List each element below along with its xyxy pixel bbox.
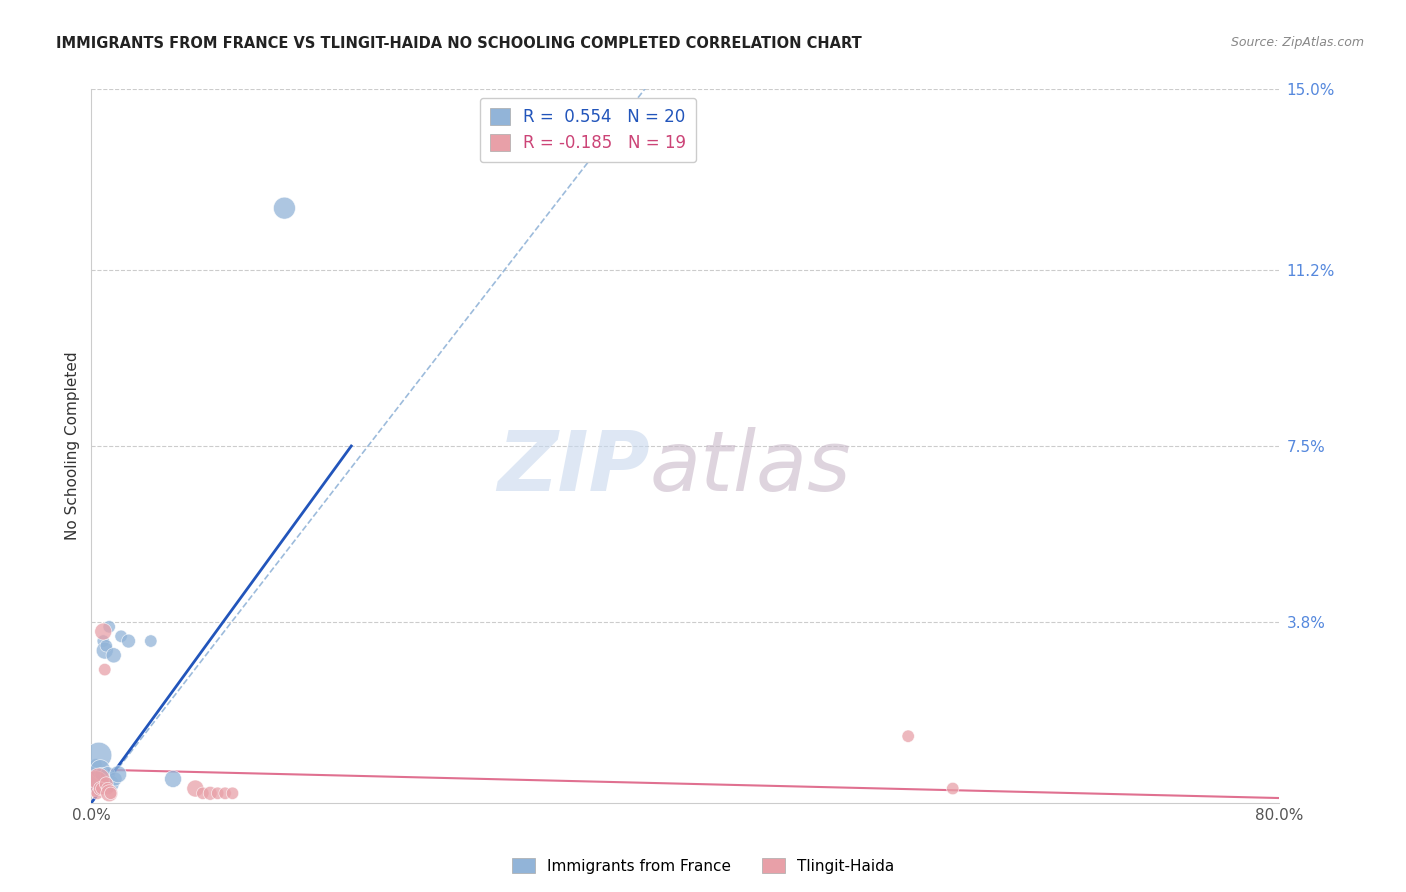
Point bbox=[90, 781, 112, 796]
Point bbox=[87, 772, 110, 786]
Point bbox=[96, 639, 118, 653]
Point bbox=[104, 772, 127, 786]
Point bbox=[214, 786, 236, 800]
Point bbox=[97, 781, 120, 796]
Point bbox=[84, 757, 107, 772]
Point bbox=[86, 786, 108, 800]
Point bbox=[107, 767, 129, 781]
Point bbox=[162, 772, 184, 786]
Point bbox=[97, 767, 120, 781]
Point bbox=[89, 781, 111, 796]
Point bbox=[94, 643, 117, 657]
Point bbox=[96, 777, 118, 791]
Y-axis label: No Schooling Completed: No Schooling Completed bbox=[65, 351, 80, 541]
Legend: R =  0.554   N = 20, R = -0.185   N = 19: R = 0.554 N = 20, R = -0.185 N = 19 bbox=[479, 97, 696, 162]
Point bbox=[90, 767, 112, 781]
Text: Source: ZipAtlas.com: Source: ZipAtlas.com bbox=[1230, 36, 1364, 49]
Point bbox=[897, 729, 920, 743]
Point bbox=[191, 786, 214, 800]
Point bbox=[139, 634, 162, 648]
Point bbox=[87, 748, 110, 763]
Point bbox=[207, 786, 229, 800]
Point bbox=[100, 786, 122, 800]
Text: atlas: atlas bbox=[650, 427, 852, 508]
Point bbox=[200, 786, 222, 800]
Point bbox=[221, 786, 243, 800]
Point bbox=[94, 663, 117, 677]
Point bbox=[117, 634, 139, 648]
Point bbox=[83, 772, 105, 786]
Point bbox=[103, 648, 125, 663]
Point bbox=[91, 624, 114, 639]
Point bbox=[84, 777, 107, 791]
Point bbox=[86, 781, 108, 796]
Text: ZIP: ZIP bbox=[498, 427, 650, 508]
Point bbox=[110, 629, 132, 643]
Legend: Immigrants from France, Tlingit-Haida: Immigrants from France, Tlingit-Haida bbox=[506, 852, 900, 880]
Point bbox=[273, 201, 295, 215]
Point bbox=[98, 620, 121, 634]
Point bbox=[184, 781, 207, 796]
Point bbox=[91, 634, 114, 648]
Point bbox=[942, 781, 965, 796]
Point bbox=[89, 763, 111, 777]
Text: IMMIGRANTS FROM FRANCE VS TLINGIT-HAIDA NO SCHOOLING COMPLETED CORRELATION CHART: IMMIGRANTS FROM FRANCE VS TLINGIT-HAIDA … bbox=[56, 36, 862, 51]
Point bbox=[98, 786, 121, 800]
Point bbox=[100, 777, 122, 791]
